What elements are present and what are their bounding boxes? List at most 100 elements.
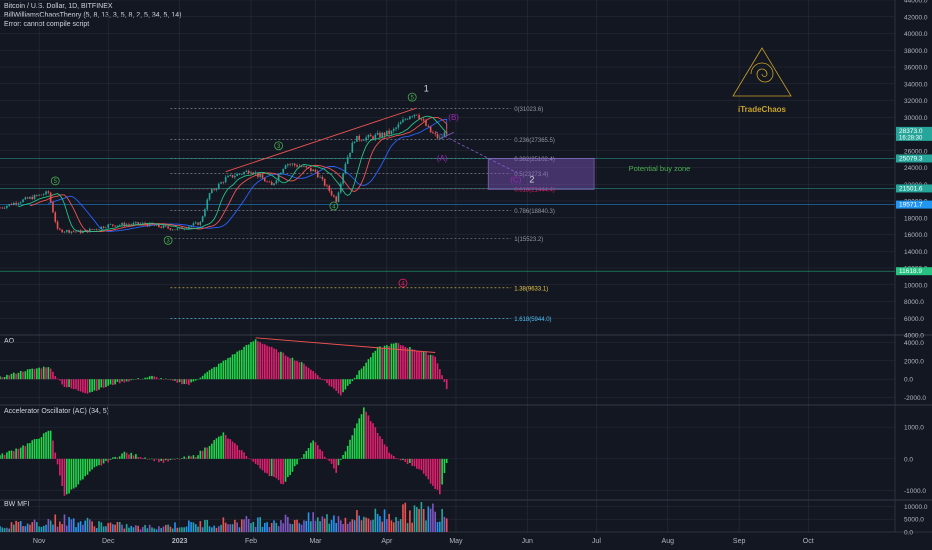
ao-bar [293,360,296,380]
ac-bar [65,458,68,495]
candle-body [54,212,57,222]
ac-bar [445,458,448,464]
candle-body [287,164,289,166]
mfi-bar [105,526,107,532]
ac-bar [102,458,105,464]
ac-bar [353,428,356,459]
ao-bar [379,346,381,380]
candle-body [270,182,273,186]
candle-body [328,185,331,192]
ao-bar [252,341,255,380]
ac-pane-label[interactable]: Accelerator Oscillator (AC) (34, 5) [4,408,110,415]
ac-bar [208,445,211,459]
ac-bar [201,450,204,459]
ao-bar [118,379,121,384]
ac-bar [139,457,142,459]
ac-bar [243,452,245,459]
ac-bar [418,458,420,470]
ao-pane-label[interactable]: AO [4,338,15,345]
wave-circle-3-ring [163,235,173,245]
mfi-bar [112,524,114,532]
ao-bar [390,343,393,380]
mfi-bar [356,510,358,532]
ao-bar [135,379,137,380]
candle-body [247,170,250,174]
wave-b-line [439,131,454,140]
mfi-bar [141,526,144,532]
candle-body [293,163,296,166]
ac-bar [176,458,179,459]
ao-bar [404,346,407,380]
mfi-bar [238,527,241,532]
ao-bar [284,355,287,380]
ac-bar [374,427,377,459]
ao-bar [128,379,130,382]
ac-bar [280,458,282,484]
ac-bar [211,443,213,459]
candle-body [6,205,8,208]
mfi-bar [82,524,84,532]
mfi-bar [406,523,409,532]
ac-bar [213,440,215,459]
candle-body [365,137,367,141]
candle-body [91,229,93,230]
ao-bar [153,376,156,380]
candle-body [379,132,381,138]
candle-body [206,199,209,210]
ac-bar [293,458,296,467]
ac-bar [22,445,24,459]
y-tick-label: 6000.0 [904,316,924,323]
candle-body [434,133,437,134]
mfi-bar [164,524,167,532]
ac-bar [314,442,317,459]
ac-bar [174,458,176,460]
candle-body [102,226,105,228]
mfi-bar [360,520,363,532]
x-tick-label: May [449,538,463,545]
mfi-bar [250,523,252,532]
ac-bar [17,448,20,459]
ao-bar [194,379,197,381]
mfi-bar [289,523,291,532]
ac-bar [231,441,234,459]
indicator-title[interactable]: BillWilliamsChaosTheory (5, 8, 13, 3, 5,… [4,12,182,19]
mfi-bar [388,513,390,532]
mfi-pane-label[interactable]: BW MFI [4,501,30,508]
mfi-bar [132,527,135,532]
mfi-bar [277,526,280,532]
ao-bar [155,377,158,380]
mfi-bar [439,521,441,532]
buy-zone-label: Potential buy zone [629,164,691,173]
ac-bar [137,457,139,459]
symbol-title[interactable]: Bitcoin / U.S. Dollar, 1D, BITFINEX [4,3,113,10]
candle-body [399,122,402,125]
ao-bar [29,369,31,380]
mfi-bar [45,524,47,532]
ac-bar [224,434,227,459]
candle-body [125,224,128,226]
candle-body [1,207,4,209]
ao-bar [399,345,402,380]
ao-bar [19,370,22,380]
ac-bar [155,458,158,460]
wave-circle-5a-ring [50,176,60,186]
candle-body [0,207,1,209]
mfi-bar [429,508,432,532]
y-tick-label: 40000.0 [904,31,928,38]
mfi-bar [65,525,68,532]
ac-bar [146,458,149,460]
mfi-bar [427,506,430,532]
ac-bar [291,458,294,472]
mfi-bar [339,520,342,532]
candle-body [178,227,181,229]
ac-bar [13,451,15,459]
ac-bar [26,443,29,459]
ao-bar [174,379,176,381]
candle-body [190,225,192,227]
ao-bar [1,377,4,380]
mfi-bar [390,520,393,532]
ac-bar [234,443,236,459]
ac-bar [415,458,418,469]
candle-body [289,164,291,165]
